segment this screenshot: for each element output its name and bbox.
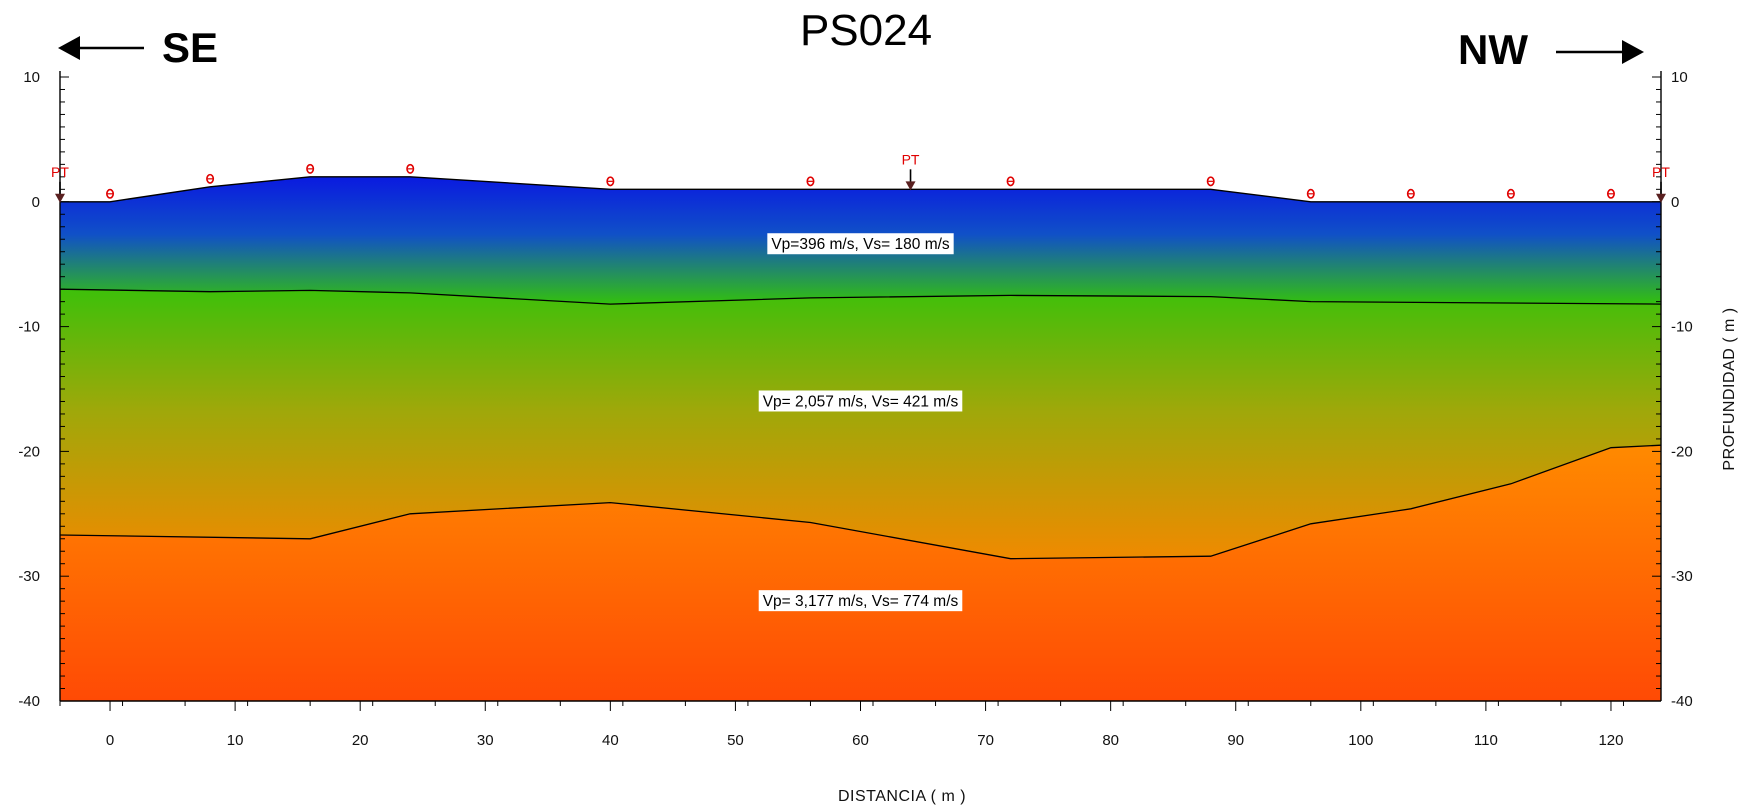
geophone-ring: [1606, 188, 1615, 199]
layer-2-velocity-label: Vp= 2,057 m/s, Vs= 421 m/s: [763, 393, 959, 410]
right-tick-label: -20: [1671, 443, 1693, 460]
layer-2-label-group: Vp= 2,057 m/s, Vs= 421 m/s: [758, 390, 963, 412]
geophone-ring: [806, 176, 815, 187]
geophone-icon: [606, 176, 615, 187]
bottom-tick-label: 100: [1348, 732, 1373, 749]
left-tick-label: -40: [18, 693, 40, 710]
left-tick-label: -20: [18, 443, 40, 460]
geophone-ring: [306, 163, 315, 174]
bottom-tick-label: 30: [477, 732, 494, 749]
geophone-icon: [106, 188, 115, 199]
geophone-ring: [606, 176, 615, 187]
y-axis-title: PROFUNDIDAD ( m ): [1721, 307, 1738, 470]
bottom-tick-label: 40: [602, 732, 619, 749]
bottom-tick-label: 20: [352, 732, 369, 749]
velocity-labels: Vp=396 m/s, Vs= 180 m/s Vp= 2,057 m/s, V…: [758, 233, 963, 612]
bottom-tick-label: 80: [1102, 732, 1119, 749]
geophone-icon: [1406, 188, 1415, 199]
shot-point-marker: PT: [1652, 164, 1670, 203]
right-tick-label: -10: [1671, 319, 1693, 336]
left-tick-label: -10: [18, 319, 40, 336]
bottom-tick-label: 90: [1227, 732, 1244, 749]
left-arrow-icon: [58, 36, 144, 60]
bottom-tick-label: 10: [227, 732, 244, 749]
interface-2-line: [59, 444, 1662, 560]
shot-point-marker: PT: [902, 151, 920, 191]
x-axis-title: DISTANCIA ( m ): [838, 788, 966, 805]
layer-3-label-group: Vp= 3,177 m/s, Vs= 774 m/s: [758, 590, 963, 612]
axes: 10 100 0-10 -10-20 -20-30 -30-40 -400 10 20 30 40 5…: [18, 69, 1692, 749]
geophone-ring: [106, 188, 115, 199]
shot-point-arrow-icon: [905, 181, 916, 191]
geophone-icon: [806, 176, 815, 187]
shot-point-label: PT: [51, 164, 69, 180]
direction-left-label: SE: [162, 24, 218, 71]
markers: PT PT PT: [51, 151, 1670, 203]
layer-1-velocity-label: Vp=396 m/s, Vs= 180 m/s: [771, 236, 950, 253]
bottom-tick-label: 120: [1598, 732, 1623, 749]
shot-point-marker: PT: [51, 164, 69, 203]
geophone-icon: [306, 163, 315, 174]
geophone-icon: [1006, 176, 1015, 187]
bottom-tick-label: 50: [727, 732, 744, 749]
geophone-icon: [406, 163, 415, 174]
geophone-ring: [1506, 188, 1515, 199]
right-tick-label: -40: [1671, 693, 1693, 710]
direction-right-label: NW: [1458, 26, 1528, 73]
right-tick-label: 0: [1671, 194, 1679, 211]
chart-title: PS024: [800, 6, 932, 55]
geophone-icon: [1606, 188, 1615, 199]
layer-1-label-group: Vp=396 m/s, Vs= 180 m/s: [767, 233, 954, 255]
geophone-ring: [1206, 176, 1215, 187]
bottom-tick-label: 70: [977, 732, 994, 749]
ground-surface-line: [60, 176, 1661, 203]
bottom-tick-label: 0: [106, 732, 114, 749]
bottom-tick-label: 60: [852, 732, 869, 749]
geophone-icon: [206, 173, 215, 184]
left-tick-label: 10: [23, 69, 40, 86]
layer-2-fill: [60, 289, 1661, 559]
layer-3-label-background: [758, 590, 963, 612]
layer-3-fill: [60, 445, 1661, 701]
left-tick-label: 0: [32, 194, 40, 211]
shot-point-arrow-icon: [1656, 193, 1666, 203]
layer-2-label-background: [758, 390, 963, 412]
layer-1-label-background: [767, 233, 954, 255]
geophone-ring: [1006, 176, 1015, 187]
geophone-icon: [1306, 188, 1315, 199]
geophone-icon: [1206, 176, 1215, 187]
bottom-tick-label: 110: [1474, 732, 1498, 749]
shot-point-label: PT: [1652, 164, 1670, 180]
layer-3-velocity-label: Vp= 3,177 m/s, Vs= 774 m/s: [763, 593, 959, 610]
direction-left: SE: [58, 24, 218, 71]
shot-point-label: PT: [902, 151, 920, 167]
geophone-ring: [1306, 188, 1315, 199]
geophone-ring: [1406, 188, 1415, 199]
right-arrow-icon: [1556, 40, 1644, 64]
geophone-ring: [406, 163, 415, 174]
direction-right: NW: [1458, 26, 1644, 73]
right-tick-label: -30: [1671, 568, 1693, 585]
left-tick-label: -30: [18, 568, 40, 585]
geophone-ring: [206, 173, 215, 184]
shot-point-arrow-icon: [55, 193, 65, 203]
right-tick-label: 10: [1671, 69, 1688, 86]
interface-1-line: [59, 288, 1662, 305]
geophone-icon: [1506, 188, 1515, 199]
